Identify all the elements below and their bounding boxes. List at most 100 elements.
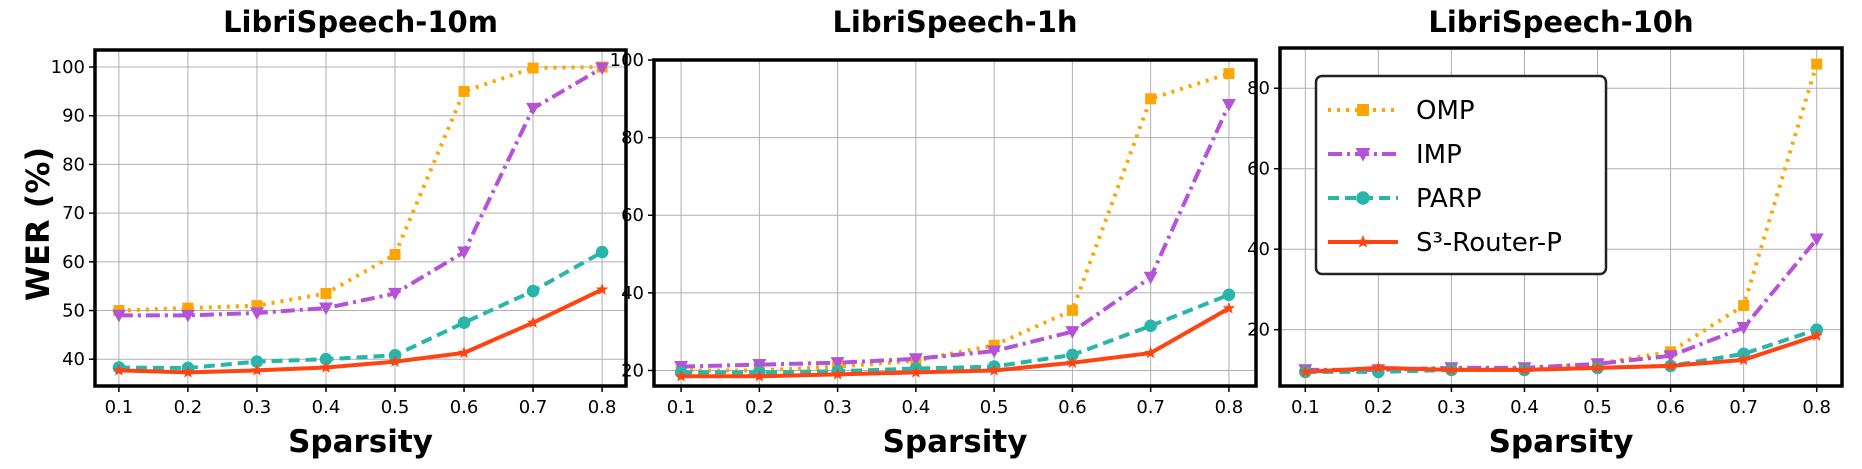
x-tick-label: 0.6: [450, 397, 479, 418]
x-tick-label: 0.5: [1583, 397, 1612, 418]
y-tick-label: 60: [621, 205, 644, 226]
data-point-s3: [388, 355, 402, 367]
data-point-s3: [1144, 346, 1157, 359]
data-point-imp: [457, 246, 472, 260]
x-axis-label: Sparsity: [1489, 424, 1634, 460]
data-point-imp: [987, 345, 1002, 359]
x-tick-label: 0.3: [243, 397, 272, 418]
data-point-imp: [1143, 271, 1158, 285]
data-point-parp: [250, 355, 264, 368]
data-point-parp: [595, 245, 609, 259]
x-tick-label: 0.5: [980, 397, 1009, 418]
y-tick-label: 50: [62, 301, 85, 322]
legend-marker-s3: [1356, 235, 1370, 248]
chart-title: LibriSpeech-10m: [223, 5, 498, 39]
data-point-imp: [180, 309, 195, 323]
y-tick-label: 20: [1247, 320, 1270, 341]
x-tick-label: 0.8: [1802, 397, 1831, 418]
y-tick-label: 60: [62, 252, 85, 273]
y-tick-label: 100: [610, 50, 644, 71]
data-point-s3: [1222, 301, 1236, 314]
series-imp: [111, 62, 610, 323]
x-tick-label: 0.7: [519, 397, 548, 418]
x-tick-label: 0.8: [1215, 397, 1244, 418]
data-point-omp: [1066, 304, 1078, 316]
legend-label-omp: OMP: [1416, 96, 1475, 126]
data-point-imp: [1736, 322, 1751, 335]
y-tick-label: 40: [62, 349, 85, 370]
legend-label-s3: S³-Router-P: [1416, 228, 1562, 258]
x-axis-label: Sparsity: [883, 424, 1028, 460]
data-point-s3: [457, 346, 471, 359]
x-tick-label: 0.5: [381, 397, 410, 418]
data-point-s3: [1737, 353, 1750, 366]
data-point-omp: [320, 287, 332, 299]
legend-marker-parp: [1356, 191, 1370, 205]
data-point-s3: [1518, 363, 1531, 376]
data-point-imp: [526, 102, 541, 116]
data-point-omp: [182, 302, 194, 314]
x-tick-label: 0.1: [667, 397, 696, 418]
y-tick-label: 70: [62, 203, 85, 224]
series-line-s3: [681, 306, 1230, 379]
y-tick-label: 80: [62, 154, 85, 175]
data-point-s3: [1810, 329, 1823, 341]
data-point-omp: [1145, 93, 1157, 105]
legend-label-imp: IMP: [1416, 140, 1462, 170]
y-tick-label: 60: [1247, 159, 1270, 180]
x-tick-label: 0.7: [1136, 397, 1165, 418]
chart-title: LibriSpeech-10h: [1428, 5, 1693, 39]
y-tick-label: 80: [1247, 78, 1270, 99]
legend-label-parp: PARP: [1416, 184, 1482, 214]
y-tick-label: 40: [621, 283, 644, 304]
series-s3: [112, 283, 609, 378]
series-line-parp: [118, 250, 604, 370]
data-point-imp: [595, 62, 610, 76]
data-point-s3: [1299, 365, 1312, 378]
data-point-s3: [674, 369, 688, 382]
legend-entry-omp: OMP: [1328, 96, 1475, 126]
data-point-imp: [1809, 233, 1824, 247]
y-tick-label: 80: [621, 128, 644, 149]
x-tick-label: 0.6: [1656, 397, 1685, 418]
x-tick-label: 0.3: [823, 397, 852, 418]
series-line-s3: [1305, 333, 1818, 374]
x-axis-label: Sparsity: [288, 424, 433, 460]
y-tick-label: 20: [621, 360, 644, 381]
legend-marker-omp: [1357, 104, 1369, 116]
data-point-imp: [1221, 99, 1236, 112]
chart-panel-2: 0.1 0.2 0.3 0.4 0.5 0.6 0.7 0.8 20 40 60 80 100 Libri…: [610, 5, 1258, 460]
series-s3: [674, 301, 1236, 382]
legend-entry-parp: PARP: [1328, 184, 1482, 214]
x-tick-label: 0.1: [1291, 397, 1320, 418]
data-point-imp: [318, 302, 333, 316]
chart-title: LibriSpeech-1h: [832, 5, 1077, 39]
data-point-s3: [1664, 359, 1677, 372]
series-line-s3: [118, 287, 603, 375]
data-point-imp: [111, 309, 126, 323]
data-point-s3: [987, 363, 1001, 376]
data-point-imp: [388, 287, 403, 301]
data-point-omp: [988, 339, 1000, 351]
x-tick-label: 0.6: [1058, 397, 1087, 418]
series-line-omp: [681, 71, 1230, 373]
x-tick-label: 0.4: [902, 397, 931, 418]
x-tick-label: 0.2: [1364, 397, 1393, 418]
data-point-omp: [1811, 58, 1823, 70]
data-point-s3: [831, 367, 844, 380]
legend-entry-imp: IMP: [1328, 140, 1462, 170]
legend-entry-s3: S³-Router-P: [1328, 228, 1562, 258]
series-s3: [1299, 329, 1823, 378]
data-point-s3: [181, 365, 195, 378]
data-point-omp: [1738, 300, 1750, 312]
data-point-omp: [251, 300, 263, 312]
data-point-omp: [527, 62, 539, 74]
data-point-parp: [457, 316, 471, 329]
y-axis-label: WER (%): [19, 147, 57, 301]
x-tick-label: 0.8: [588, 397, 617, 418]
y-tick-label: 40: [1247, 239, 1270, 260]
x-tick-label: 0.2: [745, 397, 774, 418]
data-point-s3: [909, 365, 923, 378]
data-point-imp: [1065, 326, 1080, 339]
